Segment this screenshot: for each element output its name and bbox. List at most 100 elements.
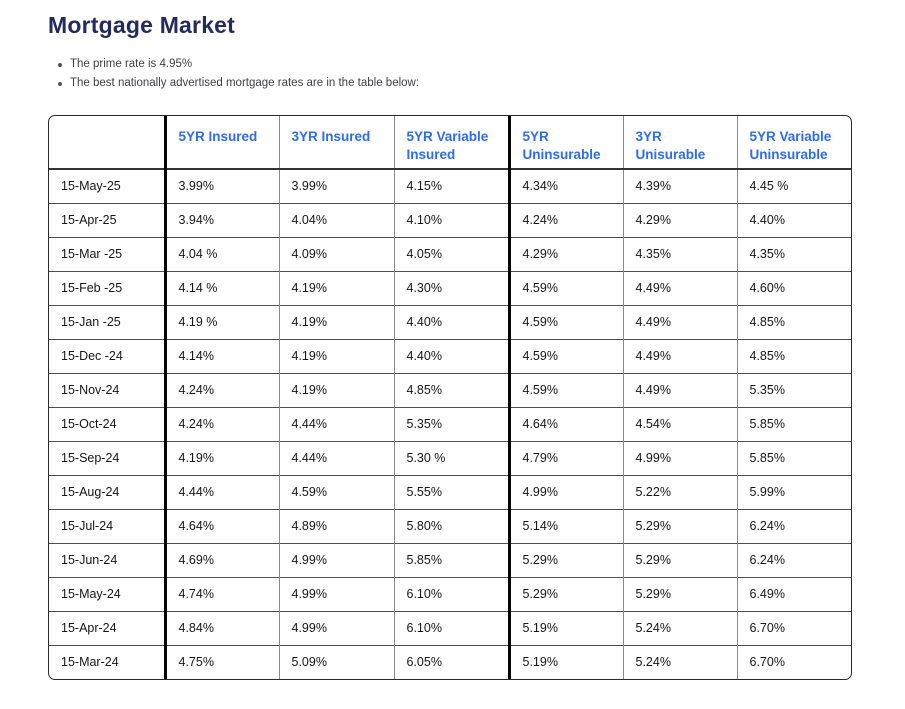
rate-cell: 4.19 % (165, 305, 280, 339)
rate-cell: 4.99% (279, 577, 395, 611)
rate-cell: 4.45 % (749, 179, 789, 194)
rate-cell: 4.64% (509, 407, 624, 441)
table-row: 15-Sep-24 4.19% 4.44% 5.30 % 4.79% 4.99% 5.85% (49, 441, 851, 475)
rate-cell: 4.05% (394, 237, 511, 271)
rate-cell: 5.35% (749, 383, 785, 397)
column-header-date (49, 116, 167, 169)
rate-cell: 4.29% (623, 203, 738, 237)
rate-cell: 4.29% (509, 237, 624, 271)
column-header-5yr-uninsurable: 5YR Uninsurable (509, 116, 624, 169)
rate-cell: 4.24% (165, 407, 280, 441)
column-header-5yr-insured: 5YR Insured (165, 116, 280, 169)
table-row: 15-Mar-24 4.75% 5.09% 6.05% 5.19% 5.24% 6.70% (49, 645, 851, 679)
row-date-cell: 15-Jul-24 (49, 509, 167, 543)
column-header-5yr-variable-insured: 5YR Variable Insured (394, 116, 511, 169)
rate-cell: 5.35% (394, 407, 511, 441)
rate-cell: 4.59% (509, 373, 624, 407)
rate-cell: 4.14 % (165, 271, 280, 305)
rate-cell: 4.59% (509, 339, 624, 373)
header-row: 5YR Insured 3YR Insured 5YR Variable Ins… (49, 116, 851, 169)
rate-cell: 4.85% (394, 373, 511, 407)
rate-cell: 4.19% (165, 441, 280, 475)
table-row: 15-Mar -25 4.04 % 4.09% 4.05% 4.29% 4.35% 4.35… (49, 237, 851, 271)
rate-cell: 4.54% (623, 407, 738, 441)
rate-cell: 4.99% (279, 611, 395, 645)
rate-cell: 4.49% (623, 271, 738, 305)
rate-cell: 5.09% (279, 645, 395, 679)
rate-cell: 5.85% (749, 417, 785, 431)
prime-rate-text: The prime rate is 4.95% (70, 58, 193, 70)
rate-cell: 4.24% (509, 203, 624, 237)
rate-cell: 5.29% (509, 577, 624, 611)
rate-cell: 4.60% (749, 281, 785, 295)
rate-cell: 5.55% (394, 475, 511, 509)
column-header-5yr-variable-uninsurable: 5YR Variable Uninsurable (749, 129, 832, 162)
rate-cell: 4.40% (749, 213, 785, 227)
rate-cell: 5.19% (509, 611, 624, 645)
rate-cell: 6.10% (394, 611, 511, 645)
rate-cell: 5.80% (394, 509, 511, 543)
summary-list: The prime rate is 4.95% The best nationa… (48, 55, 419, 93)
rate-cell: 3.94% (165, 203, 280, 237)
rate-cell: 4.74% (165, 577, 280, 611)
rate-cell: 4.85% (749, 315, 785, 329)
rate-cell: 4.30% (394, 271, 511, 305)
rate-cell: 5.14% (509, 509, 624, 543)
rate-cell: 5.29% (623, 577, 738, 611)
rate-cell: 5.99% (749, 485, 785, 499)
table-row: 15-Aug-24 4.44% 4.59% 5.55% 4.99% 5.22% 5.99% (49, 475, 851, 509)
rate-cell: 4.99% (509, 475, 624, 509)
table-row: 15-Apr-24 4.84% 4.99% 6.10% 5.19% 5.24% 6.70% (49, 611, 851, 645)
rate-cell: 6.05% (394, 645, 511, 679)
rate-cell: 4.19% (279, 305, 395, 339)
rate-cell: 4.39% (623, 169, 738, 203)
table-row: 15-Jan -25 4.19 % 4.19% 4.40% 4.59% 4.49% 4.85… (49, 305, 851, 339)
rate-cell: 6.24% (749, 553, 785, 567)
rate-cell: 4.89% (279, 509, 395, 543)
rate-cell: 4.84% (165, 611, 280, 645)
rate-cell: 4.59% (509, 271, 624, 305)
rate-cell: 4.04% (279, 203, 395, 237)
rate-cell: 4.99% (623, 441, 738, 475)
table-row: 15-Dec -24 4.14% 4.19% 4.40% 4.59% 4.49% 4.85% (49, 339, 851, 373)
list-item: The best nationally advertised mortgage … (48, 74, 419, 93)
row-date-cell: 15-Dec -24 (49, 339, 167, 373)
rate-cell: 4.44% (279, 407, 395, 441)
rate-cell: 4.69% (165, 543, 280, 577)
row-date-cell: 15-May-24 (49, 577, 167, 611)
page-title: Mortgage Market (48, 12, 236, 38)
row-date-cell: 15-Oct-24 (49, 407, 167, 441)
table-row: 15-May-25 3.99% 3.99% 4.15% 4.34% 4.39% 4.45 % (49, 169, 851, 203)
rate-cell: 6.70% (749, 655, 785, 670)
rate-cell: 4.64% (165, 509, 280, 543)
rate-cell: 5.24% (623, 611, 738, 645)
rate-cell: 6.10% (394, 577, 511, 611)
row-date-cell: 15-Jan -25 (49, 305, 167, 339)
row-date-cell: 15-Nov-24 (49, 373, 167, 407)
rate-cell: 6.49% (749, 587, 785, 601)
table-row: 15-May-24 4.74% 4.99% 6.10% 5.29% 5.29% 6.49% (49, 577, 851, 611)
rate-cell: 4.75% (165, 645, 280, 679)
rate-cell: 4.19% (279, 373, 395, 407)
rate-cell: 4.04 % (165, 237, 280, 271)
rate-cell: 5.24% (623, 645, 738, 679)
rate-cell: 5.30 % (394, 441, 511, 475)
row-date-cell: 15-Mar-24 (49, 645, 167, 679)
rate-cell: 4.19% (279, 271, 395, 305)
rate-cell: 4.59% (509, 305, 624, 339)
rate-cell: 4.99% (279, 543, 395, 577)
rate-cell: 4.10% (394, 203, 511, 237)
rate-cell: 4.44% (165, 475, 280, 509)
bullet-icon (58, 81, 62, 86)
rate-cell: 3.99% (165, 169, 280, 203)
rate-cell: 4.14% (165, 339, 280, 373)
row-date-cell: 15-Apr-24 (49, 611, 167, 645)
rate-cell: 4.44% (279, 441, 395, 475)
table-row: 15-Nov-24 4.24% 4.19% 4.85% 4.59% 4.49% 5.35% (49, 373, 851, 407)
rates-table-container: 5YR Insured 3YR Insured 5YR Variable Ins… (48, 115, 852, 680)
rate-cell: 5.85% (749, 451, 785, 465)
rate-cell: 5.85% (394, 543, 511, 577)
rate-cell: 4.59% (279, 475, 395, 509)
rate-cell: 5.29% (623, 509, 738, 543)
column-header-3yr-insured: 3YR Insured (279, 116, 395, 169)
